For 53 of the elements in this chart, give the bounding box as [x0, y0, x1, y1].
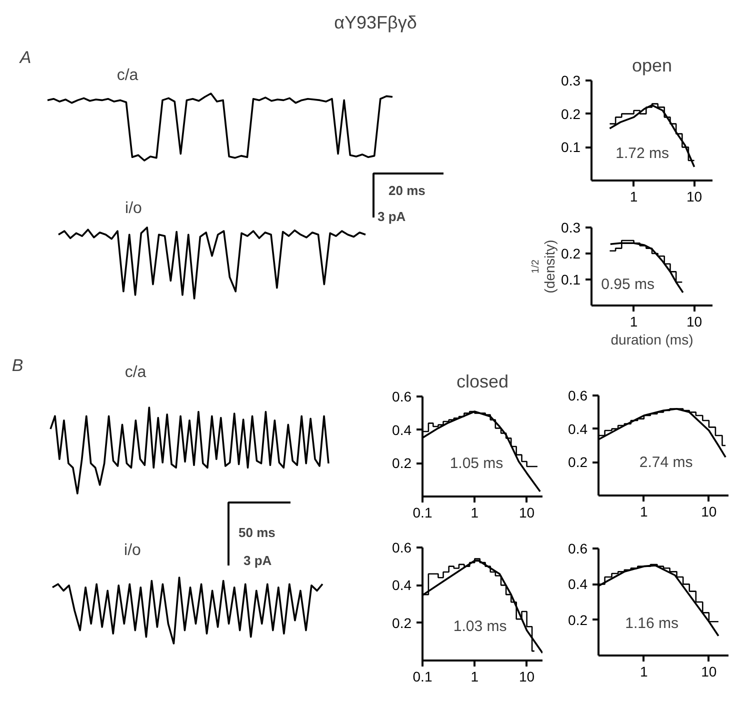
x-tick-label: 10	[686, 314, 702, 330]
x-tick-label: 1	[630, 188, 638, 204]
x-axis-title: duration (ms)	[610, 332, 694, 348]
y-tick-label: 0.3	[561, 220, 581, 236]
y-tick-label: 0.6	[568, 388, 588, 404]
x-tick-label: 10	[701, 664, 717, 680]
y-tick-label: 0.6	[392, 388, 412, 404]
x-tick-label: 0.1	[412, 668, 432, 684]
y-tick-label: 0.4	[392, 577, 412, 594]
y-tick-label: 0.4	[392, 422, 412, 438]
chart-title: closed	[456, 372, 509, 392]
y-tick-label: 0.2	[568, 612, 588, 628]
y-tick-label: 0.4	[568, 576, 588, 592]
y-tick-label: 0.4	[568, 420, 588, 437]
y-tick-label: 0.2	[561, 246, 581, 262]
text: 50 ms	[238, 525, 276, 540]
x-tick-label: 1	[470, 504, 479, 520]
annotation: 1.72 ms	[616, 145, 669, 162]
y-tick-label: 0.1	[561, 139, 581, 156]
annotation: 2.74 ms	[639, 454, 693, 471]
annotation: 1.16 ms	[625, 614, 678, 632]
x-tick-label: 10	[519, 504, 535, 520]
text: 3 pA	[378, 209, 406, 224]
annotation: 1.03 ms	[453, 618, 507, 636]
y-tick-label: 0.2	[392, 614, 412, 631]
x-tick-label: 1	[640, 664, 648, 680]
x-tick-label: 1	[630, 314, 638, 330]
x-tick-label: 0.1	[412, 504, 432, 520]
text: αY93Fβγδ	[334, 12, 417, 32]
x-tick-label: 1	[640, 504, 648, 520]
x-tick-label: 1	[470, 668, 479, 684]
x-tick-label: 10	[701, 504, 717, 520]
text: i/o	[125, 200, 142, 217]
y-tick-label: 0.2	[561, 106, 581, 122]
chart-title: open	[632, 56, 672, 76]
x-tick-label: 10	[519, 668, 535, 684]
text: i/o	[124, 542, 142, 559]
y-tick-label: 0.2	[568, 454, 588, 470]
y-tick-label: 0.1	[561, 272, 581, 288]
y-tick-label: 0.6	[568, 540, 588, 556]
y-tick-label: 0.6	[392, 540, 412, 556]
annotation: 0.95 ms	[601, 276, 654, 293]
annotation: 1.05 ms	[450, 455, 504, 472]
text: 3 pA	[244, 553, 272, 568]
y-tick-label: 0.2	[392, 455, 412, 472]
x-tick-label: 10	[686, 188, 702, 204]
text: A	[18, 48, 32, 67]
text: B	[12, 356, 24, 375]
y-axis-title: (density)1/2	[530, 240, 558, 294]
y-tick-label: 0.3	[561, 72, 581, 88]
text: c/a	[116, 67, 138, 84]
text: c/a	[124, 364, 146, 381]
text: 20 ms	[388, 183, 426, 198]
